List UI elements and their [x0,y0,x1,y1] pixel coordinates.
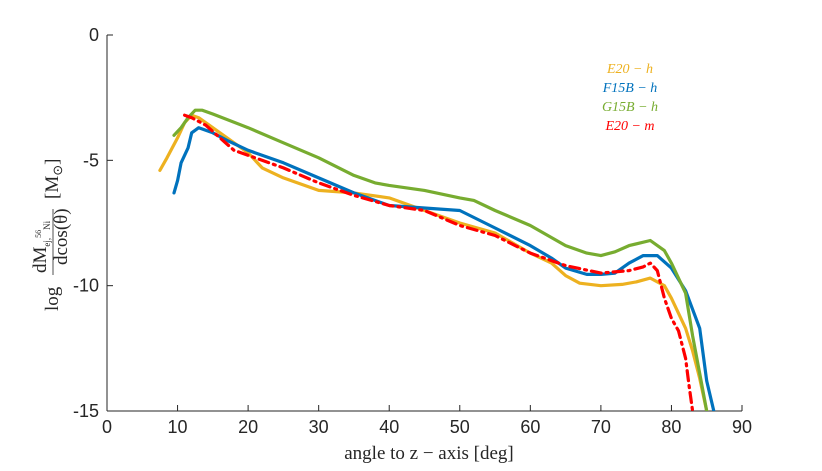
y-axis-unit: [M⊙] [42,159,65,199]
series-layer [158,108,716,411]
legend-entry-f15b-h: F15B − h [602,81,658,96]
x-tick-label: 30 [309,417,329,437]
legend: E20 − h F15B − h G15B − h E20 − m [602,62,658,134]
plot-area [107,35,742,411]
x-axis-title: angle to z − axis [deg] [344,443,514,464]
x-tick-label: 10 [168,417,188,437]
series-line-g15b-h [172,108,709,411]
y-tick-label: -10 [73,276,99,296]
y-axis-title-prefix: log [42,286,63,311]
series-line-e20-m [183,113,695,411]
series-line-e20-h [158,113,709,411]
x-tick-label: 70 [591,417,611,437]
x-tick-label: 50 [450,417,470,437]
y-axis-title: log dMej,56Ni dcos(θ) [M⊙] [30,159,72,311]
series-line-f15b-h [172,126,716,411]
x-tick-label: 90 [732,417,752,437]
y-tick-label: 0 [89,25,99,45]
y-tick-label: -15 [73,401,99,421]
legend-entry-e20-h: E20 − h [606,62,653,77]
legend-entry-e20-m: E20 − m [604,119,654,134]
x-tick-label: 80 [661,417,681,437]
tick-labels: 0 10 20 30 40 50 60 70 80 90 0 -5 -10 -15 [73,25,752,437]
y-axis-frac-denominator: dcos(θ) [51,208,72,265]
y-tick-label: -5 [83,150,99,170]
plot-frame [106,35,742,412]
x-tick-label: 20 [238,417,258,437]
x-tick-label: 0 [102,417,112,437]
y-axis-frac-numerator: dMej,56Ni [30,220,52,273]
x-tick-label: 40 [379,417,399,437]
x-tick-label: 60 [520,417,540,437]
legend-entry-g15b-h: G15B − h [602,100,658,115]
tick-marks [106,34,743,412]
